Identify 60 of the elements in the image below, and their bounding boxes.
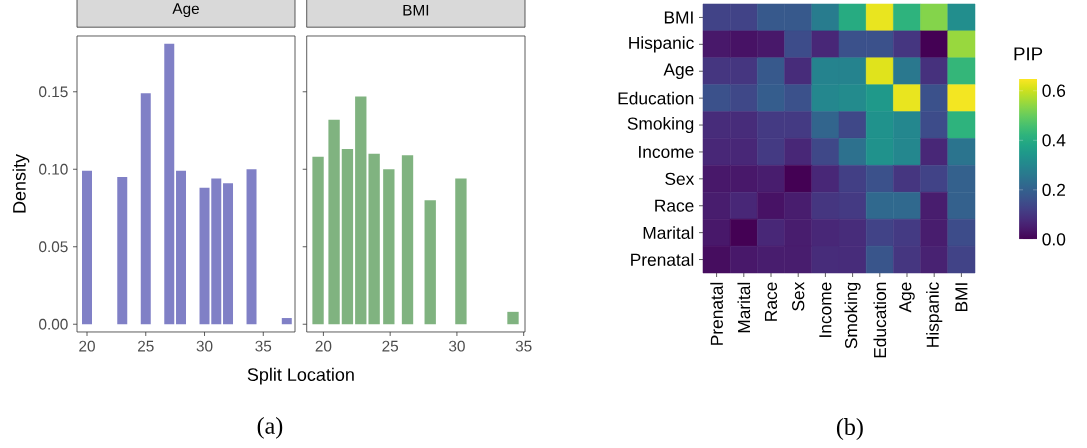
chart-title: Age	[172, 3, 199, 18]
y-tick-label: Age	[663, 63, 694, 79]
x-tick-label: Marital	[737, 282, 751, 333]
bar	[164, 43, 175, 325]
color-bar-title: PIP	[1014, 47, 1043, 61]
color-bar-label: 0.4	[1042, 134, 1066, 147]
bar	[455, 178, 467, 325]
bar	[355, 96, 367, 325]
x-tick-label: 20	[315, 340, 332, 352]
y-tick-label: Education	[618, 91, 694, 105]
x-tick-label: Income	[819, 282, 832, 337]
y-tick-label: Sex	[665, 172, 695, 185]
text: (a)	[257, 416, 283, 439]
bar	[176, 170, 187, 325]
x-tick-label: Hispanic	[926, 282, 943, 347]
x-tick-label: Smoking	[844, 282, 861, 349]
y-axis-title: Density	[12, 154, 30, 213]
x-tick-label: 30	[448, 340, 465, 352]
text: (b)	[836, 418, 863, 440]
x-tick-label: 25	[382, 340, 399, 352]
y-tick-label: Race	[655, 199, 694, 212]
y-tick-label: Hispanic	[629, 36, 694, 53]
y-tick-label: BMI	[664, 11, 693, 24]
bar	[281, 318, 292, 325]
y-tick-label: Prenatal	[631, 253, 694, 266]
bar	[312, 156, 324, 325]
y-tick-label: 0.00	[39, 318, 68, 330]
bar	[140, 93, 151, 325]
y-tick-label: Smoking	[627, 116, 694, 134]
bar	[368, 153, 380, 325]
bar	[223, 183, 234, 325]
color-bar-label: 0.0	[1042, 233, 1066, 246]
color-bar-label: 0.6	[1042, 84, 1066, 97]
y-tick-label: Marital	[643, 226, 694, 239]
x-tick-label: Sex	[792, 281, 805, 311]
x-tick-label: BMI	[955, 283, 968, 312]
x-tick-label: 30	[196, 340, 213, 352]
bar	[341, 149, 354, 325]
bar	[424, 200, 436, 325]
x-tick-label: 35	[255, 340, 272, 352]
x-tick-label: 25	[138, 340, 154, 352]
y-tick-label: Income	[639, 145, 694, 158]
x-tick-label: 20	[79, 340, 95, 352]
color-bar-label: 0.2	[1042, 183, 1065, 196]
x-tick-label: Education	[873, 282, 887, 358]
x-axis-title: Split Location	[247, 367, 354, 385]
y-tick-label: 0.10	[39, 163, 68, 175]
bar	[401, 155, 414, 325]
y-tick-label: 0.15	[39, 86, 68, 98]
bar	[246, 169, 257, 325]
chart-title: BMI	[403, 4, 429, 16]
bar	[82, 170, 92, 325]
y-tick-label: 0.05	[39, 241, 68, 253]
bar	[383, 169, 395, 325]
bar	[328, 119, 340, 325]
x-tick-label: Race	[764, 282, 778, 321]
bar	[507, 311, 519, 325]
bar	[117, 177, 128, 325]
x-tick-label: 35	[515, 340, 532, 352]
x-tick-label: Age	[899, 282, 915, 313]
